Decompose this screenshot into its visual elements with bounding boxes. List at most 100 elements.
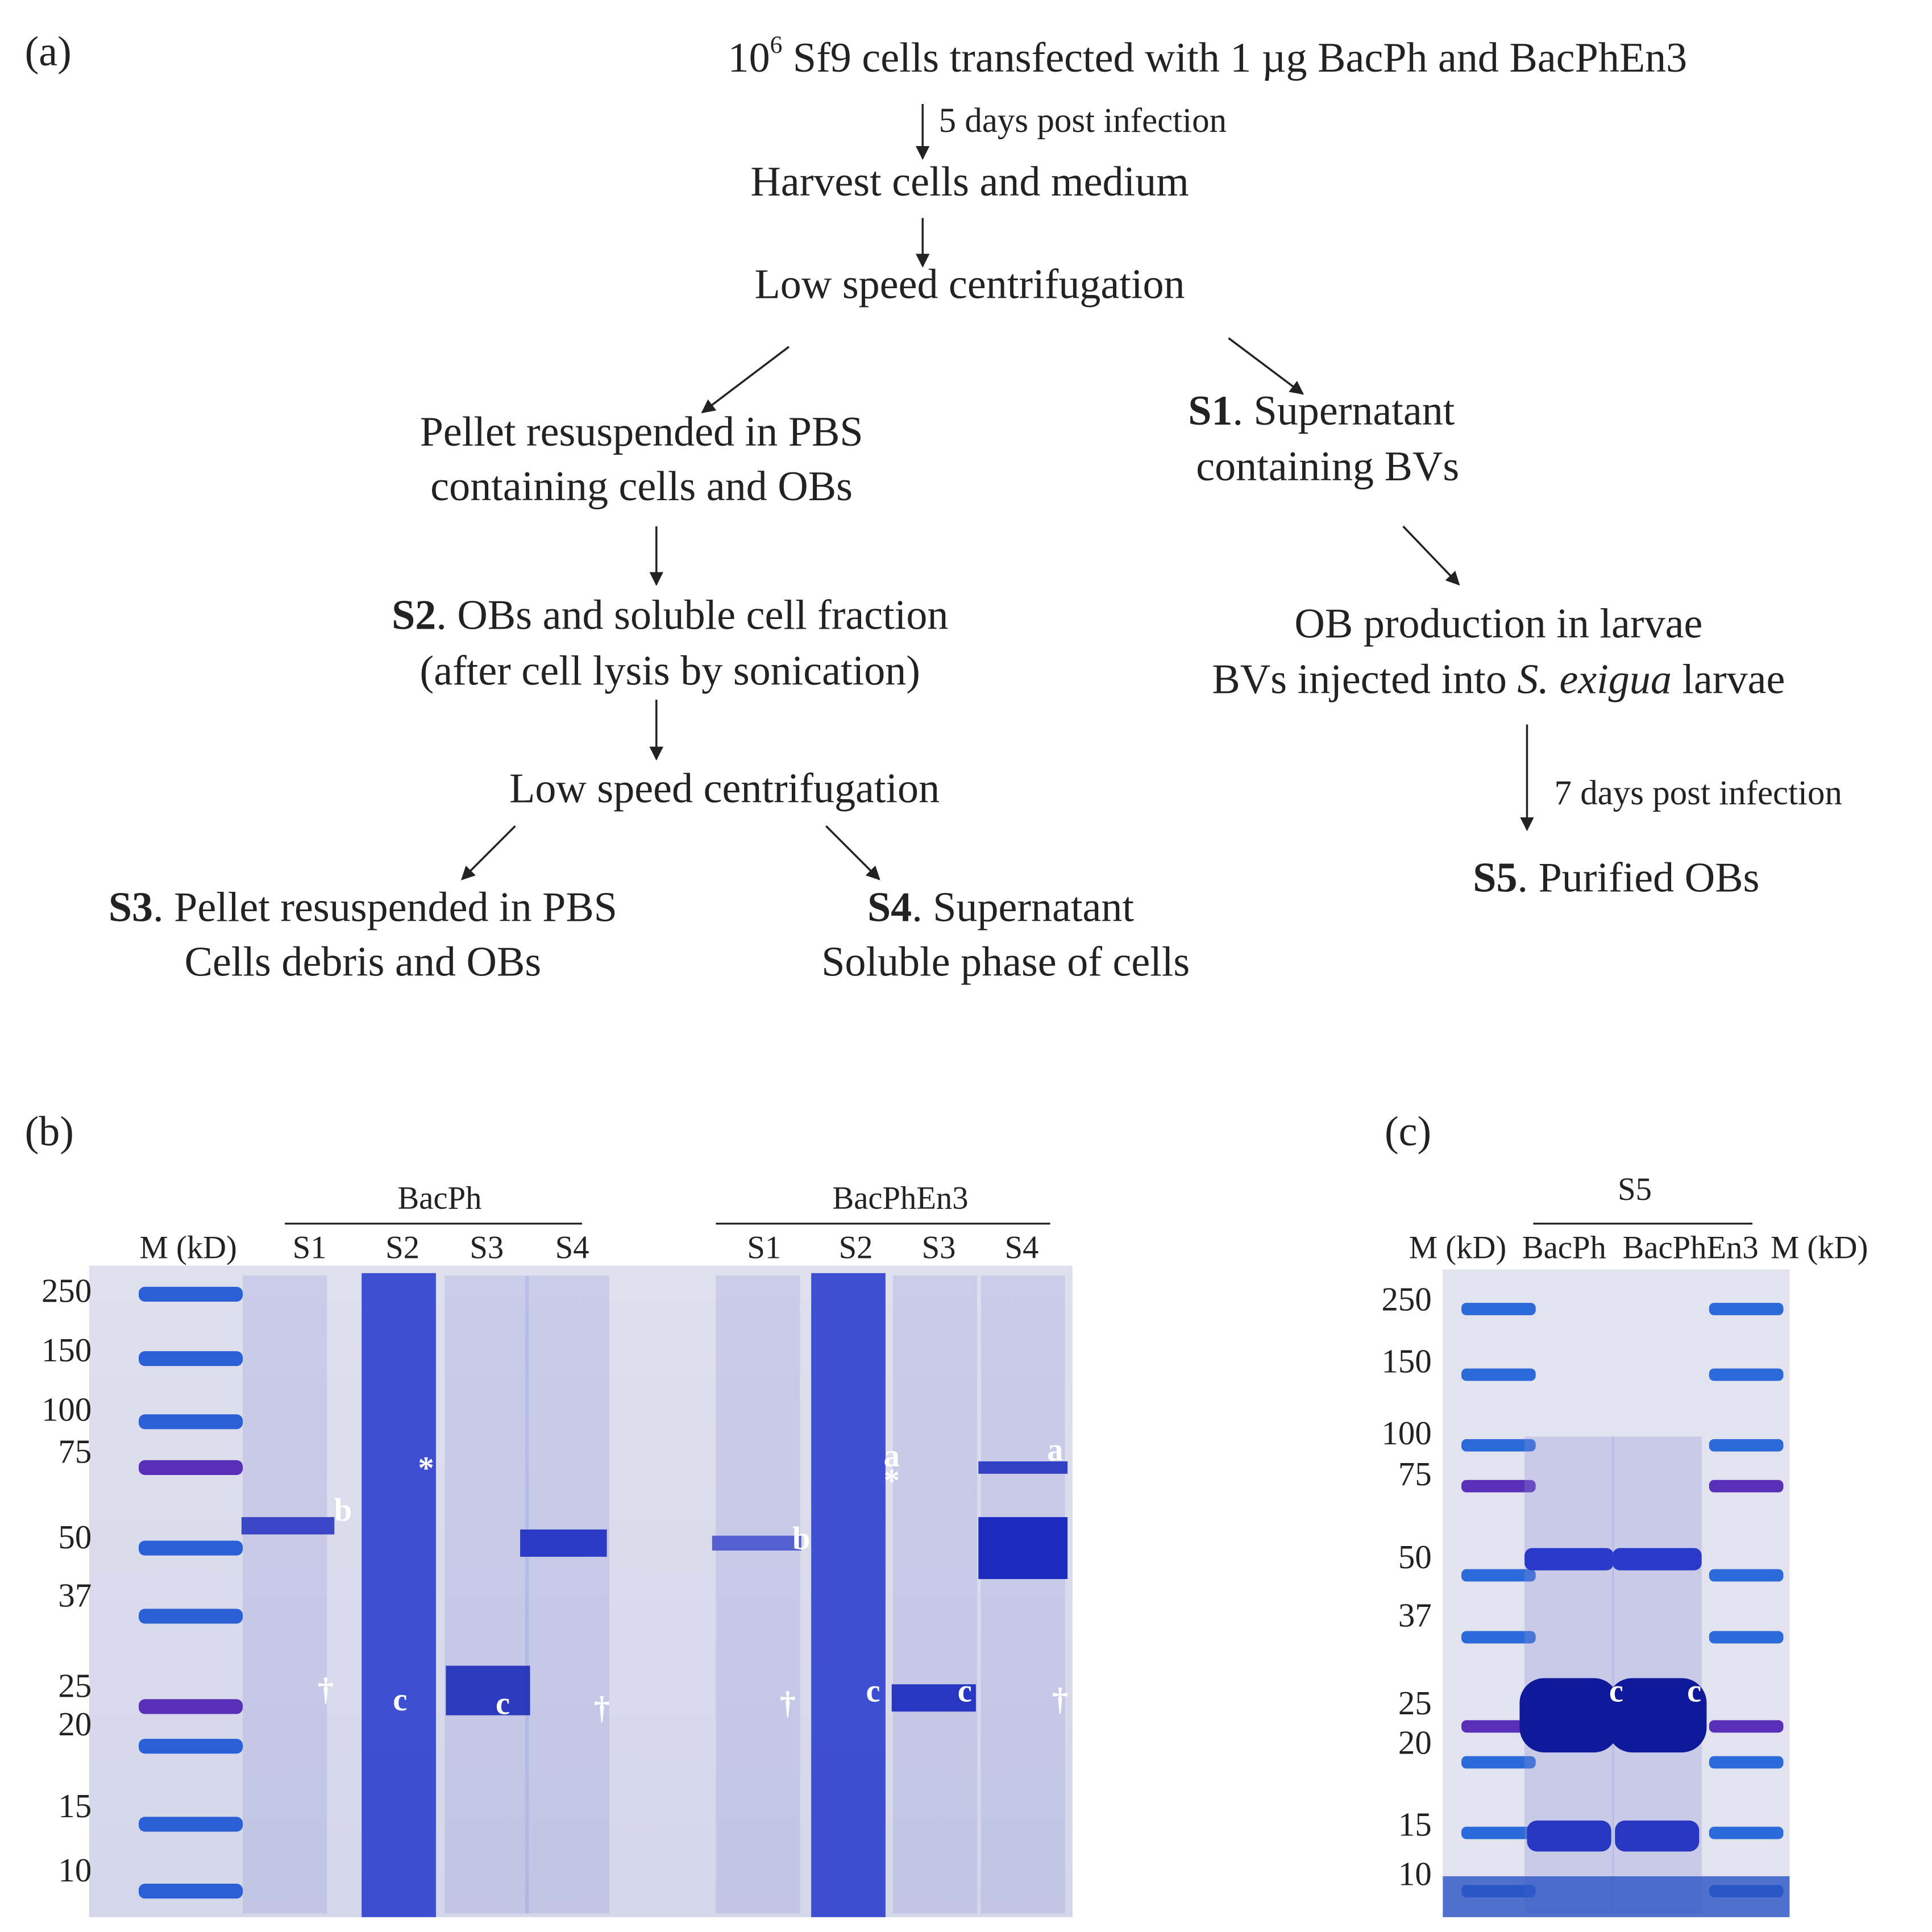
sample-id: S3 — [109, 884, 153, 931]
lane-smear — [525, 1275, 609, 1914]
panel-label: (a) — [25, 28, 72, 75]
band-mark: † — [1052, 1682, 1068, 1718]
panel-label: (b) — [25, 1108, 74, 1155]
marker-label: 75 — [58, 1434, 92, 1470]
s3-node: S3. Pellet resuspended in PBS — [109, 884, 617, 931]
ladder-band — [1461, 1826, 1536, 1839]
band — [978, 1461, 1068, 1474]
start-base: 10 — [728, 35, 770, 81]
ladder-band — [139, 1286, 243, 1302]
ladder-band — [1461, 1303, 1536, 1315]
marker-label: 50 — [1398, 1539, 1432, 1576]
sample-text: . Supernatant — [912, 884, 1134, 931]
band — [891, 1684, 976, 1712]
harvest-node: Harvest cells and medium — [750, 159, 1189, 205]
gel-foot — [1443, 1876, 1790, 1917]
ladder-band — [1709, 1826, 1784, 1839]
band — [712, 1535, 801, 1551]
sample-id: S4 — [867, 884, 912, 931]
marker-label: 20 — [1398, 1725, 1432, 1761]
marker-label: 37 — [1398, 1597, 1432, 1634]
pellet-node: Pellet resuspended in PBS — [420, 409, 863, 455]
ladder-band — [1461, 1439, 1536, 1452]
lane-smear — [716, 1275, 800, 1914]
ladder-band — [1461, 1756, 1536, 1769]
band-mark: b — [334, 1493, 352, 1528]
s4-node: Soluble phase of cells — [821, 939, 1190, 986]
ladder-band — [139, 1884, 243, 1899]
larvae-node: OB production in larvae — [1294, 601, 1702, 647]
band-mark: * — [418, 1451, 434, 1486]
marker-label: 150 — [41, 1332, 92, 1369]
arrow-note: 7 days post infection — [1554, 774, 1842, 812]
lane-label: S4 — [1005, 1231, 1039, 1266]
band — [1519, 1678, 1619, 1753]
marker-label: 150 — [1382, 1343, 1432, 1380]
ladder-band — [1461, 1569, 1536, 1582]
lane-smear — [444, 1275, 529, 1914]
band-mark: c — [866, 1674, 880, 1709]
band — [1612, 1548, 1702, 1570]
lane-label: S3 — [922, 1231, 956, 1266]
s4-node: S4. Supernatant — [867, 884, 1135, 931]
lane-smear — [892, 1275, 978, 1914]
arrow — [1402, 525, 1460, 586]
panel-label: (c) — [1385, 1108, 1431, 1155]
ladder-band — [1461, 1631, 1536, 1644]
band-mark: * — [884, 1463, 900, 1498]
marker-label: 50 — [58, 1519, 92, 1556]
band-mark: † — [780, 1686, 796, 1721]
ladder-band — [139, 1817, 243, 1832]
band-mark: c — [958, 1674, 972, 1709]
sample-id: S2 — [392, 592, 436, 638]
marker-label: 100 — [41, 1391, 92, 1428]
band — [978, 1517, 1068, 1580]
band-mark: c — [1609, 1674, 1623, 1709]
lane-dark — [811, 1273, 886, 1917]
lane-label: S1 — [293, 1231, 327, 1266]
lane-label: BacPhEn3 — [1623, 1231, 1759, 1266]
ladder-band — [139, 1609, 243, 1624]
group-label: BacPh — [398, 1181, 482, 1216]
marker-label: 250 — [41, 1272, 92, 1309]
marker-label: 37 — [58, 1577, 92, 1614]
ladder-band — [1461, 1368, 1536, 1381]
lane-label: S2 — [385, 1231, 419, 1266]
centrifugation-node: Low speed centrifugation — [509, 765, 940, 812]
ladder-band — [139, 1739, 243, 1754]
band — [1615, 1820, 1700, 1852]
marker-label: 10 — [58, 1852, 92, 1889]
band-mark: † — [318, 1672, 334, 1707]
arrow — [701, 346, 790, 414]
sample-id: S5 — [1473, 854, 1517, 901]
marker-label: 15 — [1398, 1806, 1432, 1843]
s3-node: Cells debris and OBs — [185, 939, 542, 986]
s2-node: (after cell lysis by sonication) — [420, 647, 920, 694]
ladder-band — [1709, 1631, 1784, 1644]
ladder-band — [1709, 1756, 1784, 1769]
marker-label: 25 — [1398, 1685, 1432, 1722]
band — [1607, 1678, 1707, 1753]
sample-text: . Purified OBs — [1518, 854, 1760, 901]
arrow — [460, 825, 516, 880]
s2-node: S2. OBs and soluble cell fraction — [392, 592, 948, 638]
marker-label: 10 — [1398, 1856, 1432, 1893]
sample-text: . Pellet resuspended in PBS — [153, 884, 617, 931]
gel-bands — [139, 1273, 1068, 1917]
start-node: 106 Sf9 cells transfected with 1 µg BacP… — [728, 31, 1688, 81]
ladder-band — [1709, 1720, 1784, 1733]
arrow — [1228, 337, 1304, 395]
ladder-band — [1709, 1439, 1784, 1452]
arrow-note: 5 days post infection — [939, 102, 1227, 140]
s1-node: containing BVs — [1196, 443, 1459, 490]
band-mark: b — [792, 1522, 811, 1557]
ladder-band — [1709, 1303, 1784, 1315]
band-mark: c — [496, 1686, 510, 1721]
start-sup: 6 — [770, 31, 783, 59]
sample-text: . Supernatant — [1233, 388, 1455, 434]
band-mark: c — [393, 1682, 407, 1718]
larvae-node: BVs injected into S. exigua larvae — [1212, 657, 1785, 703]
start-rest: Sf9 cells transfected with 1 µg BacPh an… — [782, 35, 1687, 81]
ladder-band — [1709, 1368, 1784, 1381]
